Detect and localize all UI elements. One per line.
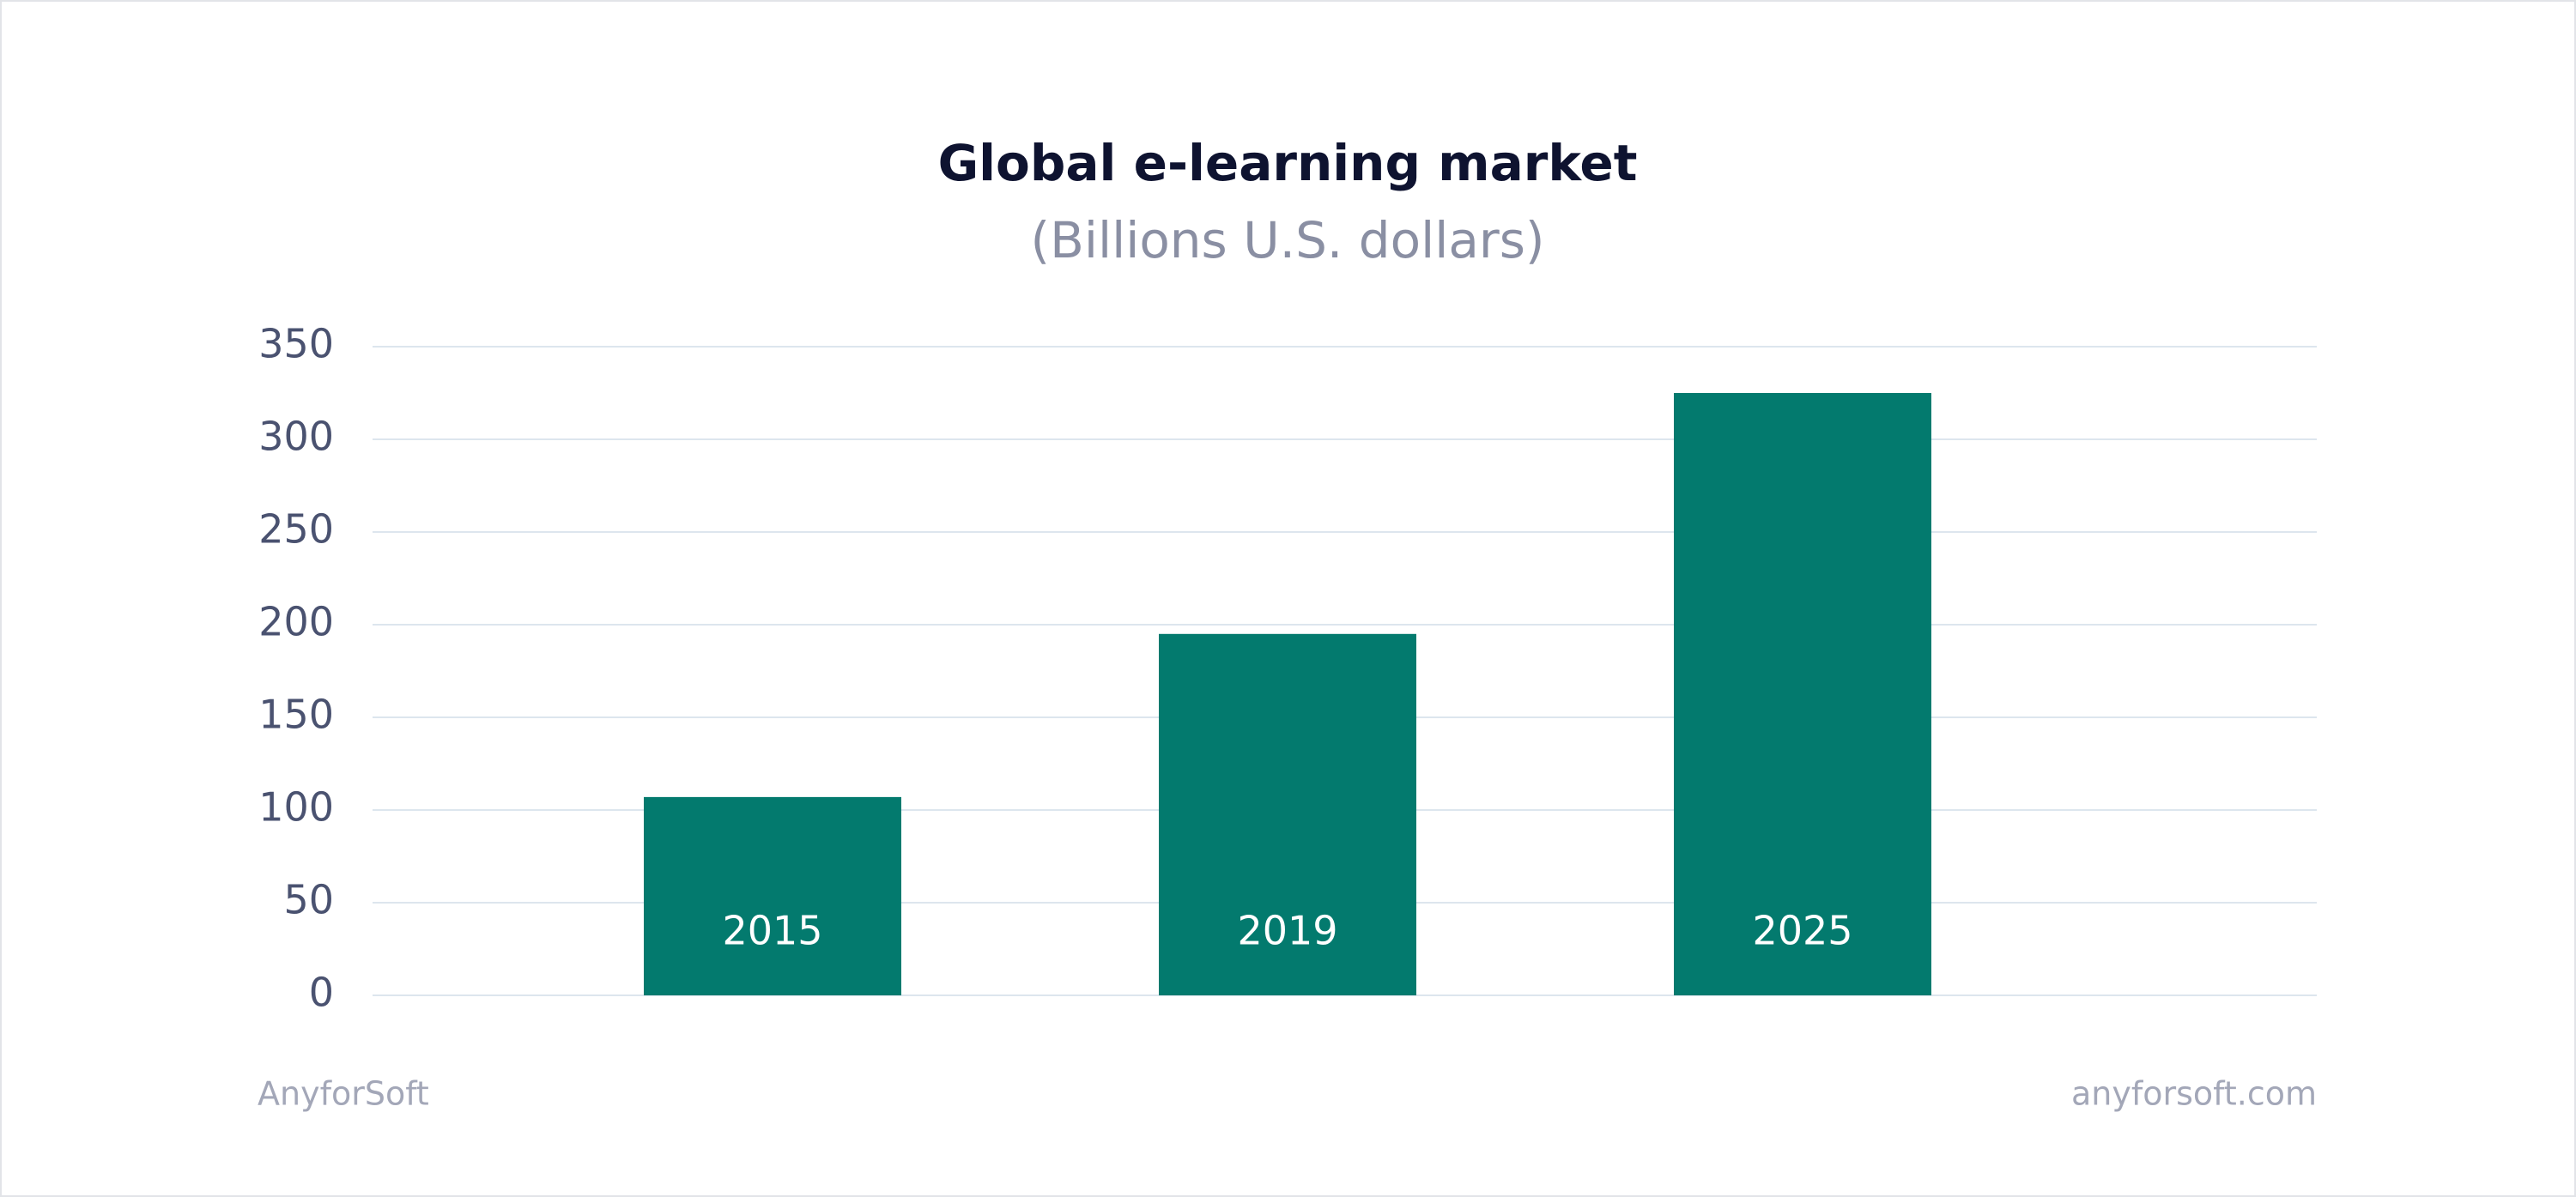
y-tick-label: 100 <box>258 784 334 831</box>
x-tick-label: 2015 <box>722 908 822 954</box>
y-tick-label: 350 <box>258 321 334 367</box>
chart-subtitle: (Billions U.S. dollars) <box>1030 211 1544 269</box>
x-tick-label: 2019 <box>1237 908 1337 954</box>
bar <box>644 796 901 995</box>
bar <box>1674 393 1931 995</box>
y-tick-label: 150 <box>258 692 334 738</box>
y-tick-label: 200 <box>258 599 334 645</box>
bar <box>1159 633 1416 995</box>
y-tick-label: 300 <box>258 414 334 460</box>
y-tick-label: 50 <box>283 877 334 923</box>
x-tick-label: 2025 <box>1752 908 1852 954</box>
footer-right: anyforsoft.com <box>2071 1075 2317 1113</box>
y-tick-label: 250 <box>258 506 334 553</box>
chart-title: Global e-learning market <box>938 134 1638 192</box>
footer-left: AnyforSoft <box>258 1075 429 1113</box>
y-tick-label: 0 <box>309 970 334 1016</box>
